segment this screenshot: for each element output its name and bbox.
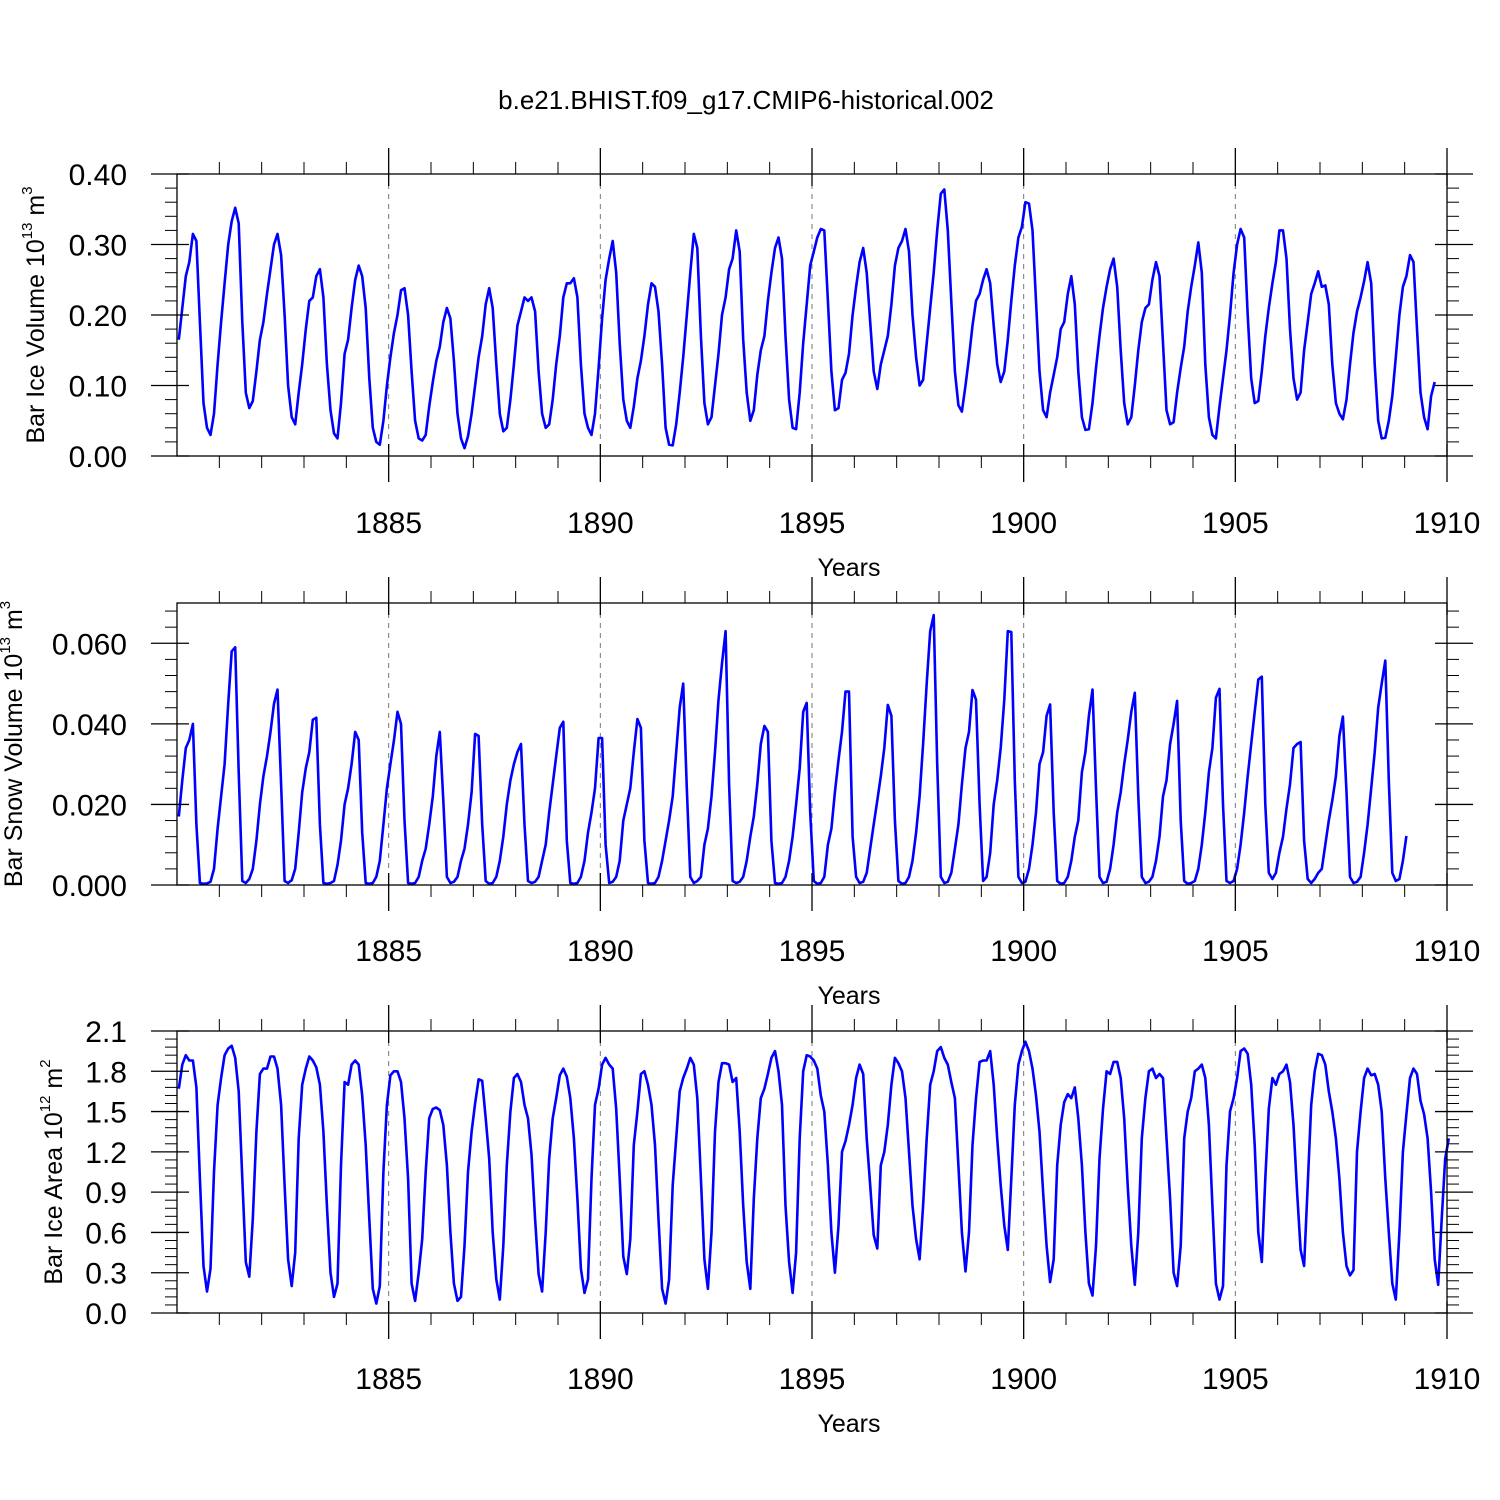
snow-volume-series-line: [177, 613, 1408, 886]
ice-volume-series-line: [177, 188, 1436, 450]
snow-volume-y-tick-label: 0.000: [52, 870, 127, 903]
snow-volume-x-tick-label: 1895: [779, 935, 846, 968]
ice-area-y-axis-label: Bar Ice Area 1012 m2: [37, 1059, 68, 1284]
ice-volume-x-tick-label: 1890: [567, 507, 634, 540]
ice-volume-x-tick-label: 1885: [355, 507, 422, 540]
ice-volume-x-tick-label: 1900: [990, 507, 1057, 540]
ice-area-y-tick-label: 0.9: [85, 1177, 127, 1210]
ice-area-y-tick-label: 1.8: [85, 1056, 127, 1089]
chart-title: b.e21.BHIST.f09_g17.CMIP6-historical.002: [498, 85, 994, 115]
ice-area-x-axis-label: Years: [817, 1410, 880, 1438]
ice-area-x-tick-label: 1890: [567, 1363, 634, 1396]
snow-volume-x-tick-label: 1900: [990, 935, 1057, 968]
ice-volume-x-tick-label: 1895: [779, 507, 846, 540]
ice-area-y-tick-label: 1.5: [85, 1097, 127, 1130]
ice-volume-x-axis-label: Years: [817, 554, 880, 582]
ice-volume-y-tick-label: 0.20: [69, 300, 127, 333]
ice-area-x-tick-label: 1885: [355, 1363, 422, 1396]
ice-volume-y-tick-label: 0.30: [69, 230, 127, 263]
ice-area-y-tick-label: 2.1: [85, 1016, 127, 1049]
ice-area-series-line: [177, 1040, 1451, 1305]
ice-area-x-tick-label: 1910: [1414, 1363, 1481, 1396]
ice-volume-x-tick-label: 1910: [1414, 507, 1481, 540]
ice-area-x-tick-label: 1900: [990, 1363, 1057, 1396]
ice-volume-panel: 1885 1890 1895 1900 1905 1910 0.00 0.10 0.20 0.30…: [19, 148, 1480, 582]
ice-area-y-tick-label: 0.3: [85, 1258, 127, 1291]
snow-volume-y-tick-label: 0.040: [52, 709, 127, 742]
ice-area-x-tick-label: 1905: [1202, 1363, 1269, 1396]
snow-volume-y-axis-label: Bar Snow Volume 1013 m3: [0, 601, 28, 887]
snow-volume-x-tick-label: 1890: [567, 935, 634, 968]
ice-volume-x-tick-label: 1905: [1202, 507, 1269, 540]
ice-volume-y-tick-label: 0.10: [69, 371, 127, 404]
snow-volume-y-tick-label: 0.020: [52, 789, 127, 822]
ice-area-y-tick-label: 0.6: [85, 1217, 127, 1250]
ice-area-x-tick-label: 1895: [779, 1363, 846, 1396]
ice-area-panel: 1885 1890 1895 1900 1905 1910 0.0 0.3 0.6 0.9 1.2 1…: [37, 1005, 1480, 1438]
snow-volume-panel: 1885 1890 1895 1900 1905 1910 0.000 0.020 0.040 0…: [0, 577, 1480, 1010]
ice-volume-y-tick-label: 0.00: [69, 441, 127, 474]
ice-volume-y-axis-label: Bar Ice Volume 1013 m3: [19, 186, 50, 443]
ice-area-y-tick-label: 0.0: [85, 1298, 127, 1331]
ice-area-y-tick-label: 1.2: [85, 1137, 127, 1170]
snow-volume-x-axis-label: Years: [817, 982, 880, 1010]
snow-volume-x-tick-label: 1905: [1202, 935, 1269, 968]
snow-volume-x-tick-label: 1910: [1414, 935, 1481, 968]
ice-volume-y-tick-label: 0.40: [69, 159, 127, 192]
snow-volume-x-tick-label: 1885: [355, 935, 422, 968]
snow-volume-y-tick-label: 0.060: [52, 628, 127, 661]
